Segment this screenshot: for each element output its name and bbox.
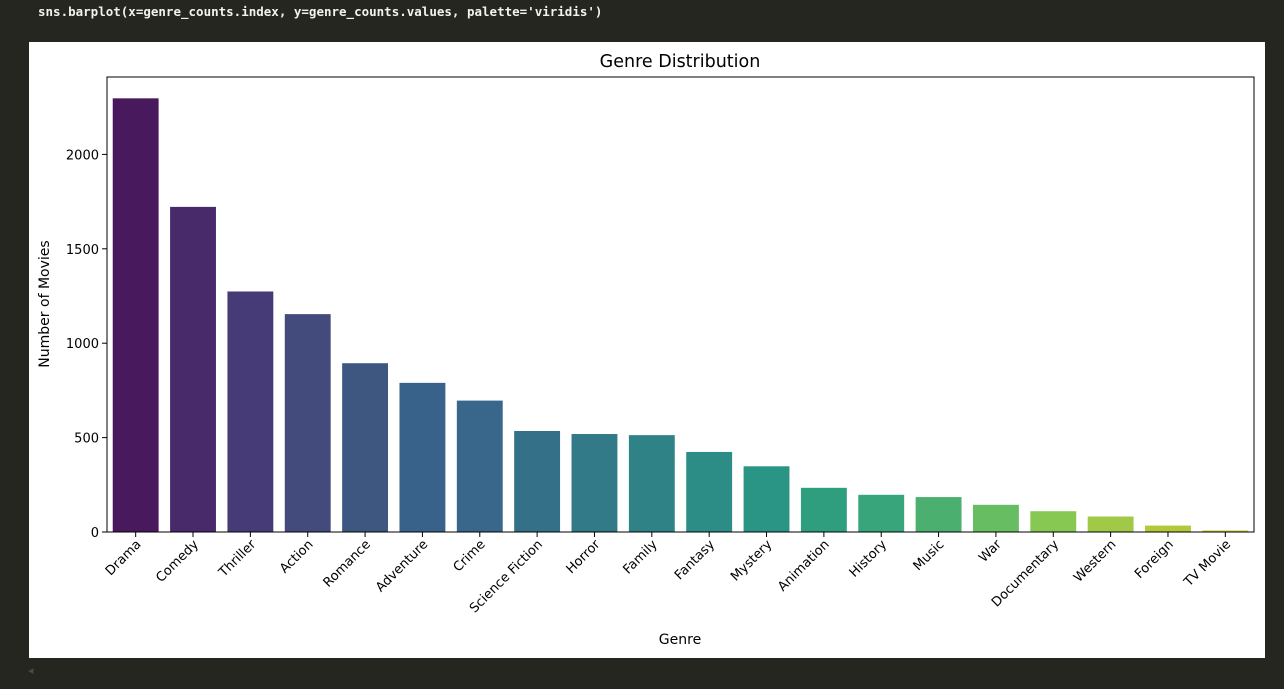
x-tick-label: Music	[911, 537, 948, 574]
x-tick-label: Family	[620, 537, 660, 577]
x-tick-label: Adventure	[373, 537, 431, 595]
x-axis-ticks: Drama Comedy Thriller Action Romance Adventur…	[103, 532, 1234, 616]
bar-animation	[800, 487, 847, 532]
bar-horror	[571, 434, 618, 532]
x-tick-label: Foreign	[1132, 537, 1177, 582]
bar-tv-movie	[1202, 530, 1249, 532]
y-tick-label: 500	[74, 432, 99, 447]
bar-history	[858, 494, 905, 532]
cell-output: Genre Distribution 0 500 1000 1500 2000 Dram…	[29, 42, 1265, 658]
chart-title: Genre Distribution	[600, 52, 761, 72]
bar-thriller	[227, 291, 274, 532]
x-tick-label: Horror	[564, 537, 604, 577]
y-tick-label: 2000	[66, 148, 99, 163]
x-tick-label: War	[976, 537, 1005, 566]
scroll-left-icon[interactable]: ◂	[28, 664, 34, 677]
y-axis-ticks: 0 500 1000 1500 2000	[66, 148, 107, 541]
bar-comedy	[170, 206, 216, 532]
x-tick-label: Romance	[321, 537, 374, 590]
x-tick-label: Animation	[775, 537, 832, 594]
x-tick-label: Thriller	[216, 537, 260, 581]
y-tick-label: 1000	[66, 337, 99, 352]
bar-science-fiction	[514, 430, 561, 532]
x-tick-label: Fantasy	[672, 537, 718, 583]
x-tick-label: Mystery	[728, 537, 775, 584]
y-axis-label: Number of Movies	[37, 240, 53, 367]
x-tick-label: TV Movie	[1181, 537, 1234, 590]
bar-drama	[112, 98, 159, 532]
bar-romance	[342, 363, 389, 532]
x-tick-label: Crime	[451, 537, 489, 575]
x-tick-label: Drama	[103, 537, 145, 579]
bar-mystery	[743, 466, 790, 532]
bar-documentary	[1030, 511, 1077, 532]
bar-war	[972, 504, 1019, 532]
bar-crime	[456, 400, 503, 532]
x-tick-label: History	[847, 537, 891, 581]
bar-family	[628, 435, 675, 532]
bars-layer	[112, 98, 1249, 532]
bar-chart: Genre Distribution 0 500 1000 1500 2000 Dram…	[37, 52, 1255, 648]
bar-adventure	[399, 382, 446, 532]
y-tick-label: 1500	[66, 243, 99, 258]
bar-western	[1087, 516, 1134, 532]
bar-music	[915, 497, 962, 532]
plot-frame	[106, 76, 1255, 533]
bar-foreign	[1145, 525, 1191, 532]
bar-action	[284, 314, 331, 532]
bar-fantasy	[686, 451, 733, 532]
x-tick-label: Western	[1071, 537, 1119, 585]
y-tick-label: 0	[91, 526, 99, 541]
x-tick-label: Action	[277, 537, 316, 576]
x-axis-label: Genre	[659, 632, 701, 648]
code-cell-source: sns.barplot(x=genre_counts.index, y=genr…	[38, 4, 603, 19]
x-tick-label: Comedy	[153, 537, 202, 586]
